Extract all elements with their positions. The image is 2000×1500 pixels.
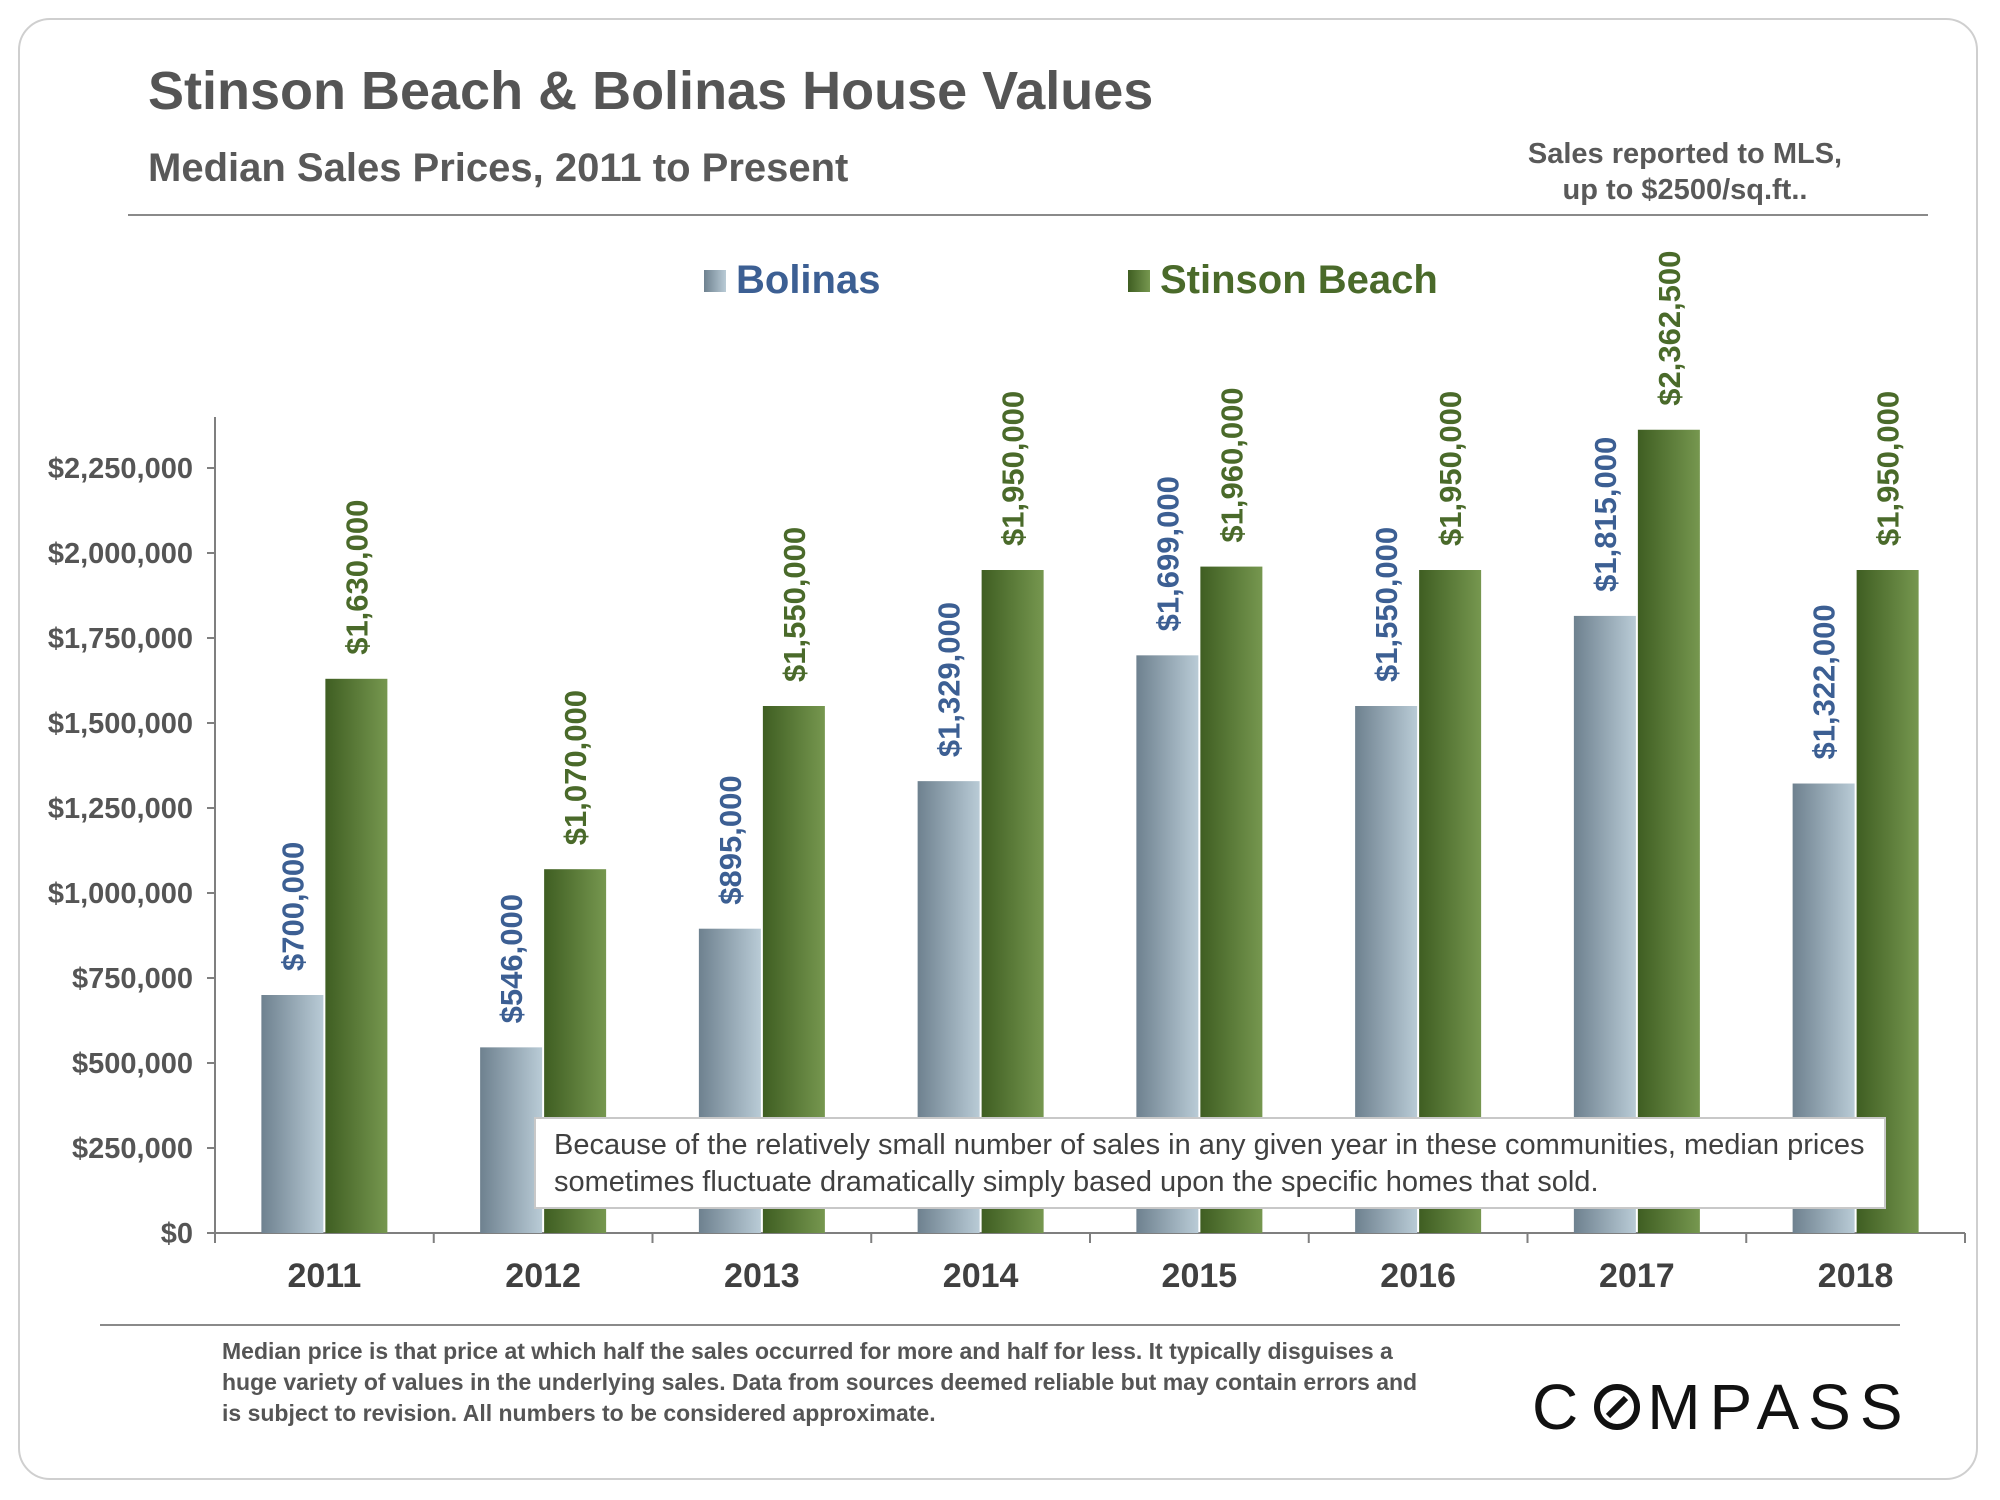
logo-text-start: C [1532, 1371, 1588, 1443]
data-label-bolinas-2011: $700,000 [275, 842, 310, 971]
x-tick-label-2017: 2017 [1599, 1257, 1675, 1295]
legend-label-bolinas: Bolinas [736, 258, 881, 302]
y-tick-label: $750,000 [72, 963, 193, 995]
y-tick-label: $500,000 [72, 1048, 193, 1080]
data-label-stinson-2018: $1,950,000 [1871, 391, 1906, 546]
y-tick-label: $250,000 [72, 1133, 193, 1165]
footer-divider [100, 1324, 1900, 1326]
data-label-stinson-2011: $1,630,000 [339, 500, 374, 655]
x-tick-label-2014: 2014 [943, 1257, 1019, 1295]
data-label-stinson-2017: $2,362,500 [1652, 251, 1687, 406]
note-line-1: Sales reported to MLS, [1527, 138, 1843, 170]
legend-swatch-stinson [1128, 269, 1150, 292]
logo-text-end: MPASS [1647, 1371, 1912, 1443]
data-label-bolinas-2018: $1,322,000 [1807, 604, 1842, 759]
chart-title: Stinson Beach & Bolinas House Values [148, 61, 1154, 121]
data-label-bolinas-2013: $895,000 [713, 775, 748, 904]
compass-logo: C MPASS [1532, 1370, 1912, 1444]
x-tick-label-2015: 2015 [1162, 1257, 1238, 1295]
data-label-bolinas-2012: $546,000 [494, 894, 529, 1023]
bar-bolinas-2011 [261, 995, 324, 1233]
header-divider [128, 214, 1928, 216]
legend-item-bolinas: Bolinas [704, 258, 880, 303]
y-tick-label: $0 [161, 1218, 193, 1250]
y-tick-label: $1,750,000 [48, 623, 193, 655]
data-label-bolinas-2017: $1,815,000 [1588, 437, 1623, 592]
x-tick-label-2016: 2016 [1380, 1257, 1456, 1295]
bar-bolinas-2012 [480, 1047, 543, 1233]
x-tick-label-2013: 2013 [724, 1257, 800, 1295]
footer-disclaimer: Median price is that price at which half… [222, 1338, 1418, 1426]
data-label-stinson-2012: $1,070,000 [558, 690, 593, 845]
data-label-stinson-2016: $1,950,000 [1433, 391, 1468, 546]
y-tick-label: $1,250,000 [48, 793, 193, 825]
y-tick-label: $2,000,000 [48, 538, 193, 570]
bar-stinson-2011 [325, 678, 388, 1233]
data-label-bolinas-2016: $1,550,000 [1369, 527, 1404, 682]
data-label-bolinas-2014: $1,329,000 [932, 602, 967, 757]
x-tick-label-2012: 2012 [505, 1257, 581, 1295]
note-line-2: up to $2500/sq.ft.. [1562, 174, 1808, 206]
data-source-note: Sales reported to MLS, up to $2500/sq.ft… [1490, 136, 1880, 208]
legend-swatch-bolinas [704, 269, 726, 292]
y-tick-label: $1,000,000 [48, 878, 193, 910]
legend-label-stinson: Stinson Beach [1160, 258, 1438, 302]
chart-subtitle: Median Sales Prices, 2011 to Present [148, 146, 849, 190]
bar-stinson-2017 [1637, 429, 1700, 1233]
y-tick-label: $1,500,000 [48, 708, 193, 740]
compass-o-icon [1594, 1384, 1641, 1430]
y-tick-label: $2,250,000 [48, 453, 193, 485]
fluctuation-callout: Because of the relatively small number o… [534, 1117, 1886, 1209]
data-label-stinson-2013: $1,550,000 [777, 527, 812, 682]
x-tick-label-2011: 2011 [287, 1257, 361, 1295]
legend-item-stinson: Stinson Beach [1128, 258, 1438, 303]
data-label-stinson-2015: $1,960,000 [1214, 387, 1249, 542]
x-tick-label-2018: 2018 [1818, 1257, 1894, 1295]
data-label-bolinas-2015: $1,699,000 [1150, 476, 1185, 631]
data-label-stinson-2014: $1,950,000 [996, 391, 1031, 546]
